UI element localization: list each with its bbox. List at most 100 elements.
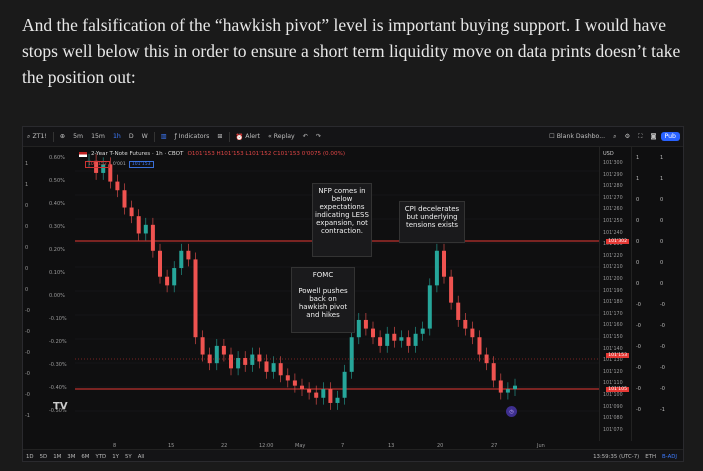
trade-pills: 101'152 0'001 101'153	[85, 161, 154, 168]
candle-body	[406, 337, 411, 346]
candle-body	[307, 389, 312, 393]
left-val-tick: 0	[25, 245, 29, 251]
alert-button[interactable]: ⏰ Alert	[232, 133, 264, 141]
symbol-title: 2-Year T-Note Futures · 1h · CBOT	[91, 151, 184, 157]
time-tick: 13	[388, 443, 395, 449]
right-b-tick: -0	[660, 386, 665, 392]
ohlc-values: O101'153 H101'153 L101'152 C101'153 0'00…	[187, 151, 346, 157]
layout-name: Blank Dashbo...	[556, 133, 606, 140]
candle-body	[257, 354, 262, 362]
range-all[interactable]: All	[137, 453, 145, 460]
right-a-tick: 0	[636, 281, 640, 287]
replay-icon: «	[267, 133, 272, 140]
sell-pill[interactable]: 101'152	[85, 161, 110, 168]
candle-body	[108, 164, 113, 182]
right-a-tick: -0	[636, 344, 641, 350]
snapshot-button[interactable]: ◙	[647, 133, 661, 140]
candle-body	[328, 389, 333, 403]
fullscreen-button[interactable]: ⛶	[634, 133, 646, 141]
chart-legend: 2-Year T-Note Futures · 1h · CBOT O101'1…	[79, 151, 345, 157]
price-chart[interactable]: 2-Year T-Note Futures · 1h · CBOT O101'1…	[75, 147, 599, 441]
candle-body	[193, 259, 198, 338]
candle-body	[236, 357, 241, 369]
right-a-tick: 0	[636, 260, 640, 266]
interval-1h[interactable]: 1h	[112, 133, 121, 140]
publish-button[interactable]: Pub	[660, 132, 680, 141]
add-symbol-button[interactable]: ⊕	[56, 133, 69, 140]
left-pct-tick: 0.50%	[49, 178, 65, 184]
candle-body	[172, 268, 177, 286]
timezone-clock-icon[interactable]: ◷	[506, 406, 517, 417]
time-tick: 12:00	[259, 443, 274, 449]
interval-d[interactable]: D	[128, 133, 134, 140]
range-1d[interactable]: 1D	[26, 453, 34, 460]
candle-body	[122, 190, 127, 208]
alert-label: Alert	[245, 133, 260, 140]
candle-body	[143, 224, 148, 234]
right-b-tick: -0	[660, 344, 665, 350]
candle-body	[321, 389, 326, 398]
session-toggle[interactable]: ETH	[645, 453, 657, 460]
buy-pill[interactable]: 101'153	[128, 161, 154, 168]
templates-button[interactable]: ⊞	[213, 133, 226, 140]
right-a-tick: 1	[636, 176, 640, 182]
tradingview-logo: TV	[53, 401, 68, 412]
layout-button[interactable]: ☐ Blank Dashbo...	[545, 133, 609, 140]
price-axis[interactable]: USD 101'300 101'290 101'280 101'270 101'260 1…	[599, 147, 631, 441]
candle-body	[243, 357, 248, 365]
right-a-tick: -0	[636, 302, 641, 308]
price-tick: 101'280	[603, 184, 623, 190]
candle-body	[214, 345, 219, 364]
replay-button[interactable]: «Replay	[264, 133, 299, 140]
indicators-button[interactable]: ƒ Indicators	[171, 133, 214, 140]
candle-body	[186, 250, 191, 260]
interval-5m[interactable]: 5m	[73, 133, 84, 140]
range-6m[interactable]: 6M	[81, 453, 90, 460]
undo-icon: ↶	[302, 133, 308, 140]
range-1y[interactable]: 1Y	[112, 453, 119, 460]
right-a-tick: 0	[636, 218, 640, 224]
quick-search-button[interactable]: ⌕	[609, 133, 620, 141]
price-tick: 101'140	[603, 346, 623, 352]
candle-body	[207, 354, 212, 364]
price-tick: 101'300	[603, 161, 623, 166]
left-pct-tick: -0.10%	[49, 316, 67, 322]
chart-type-button[interactable]: ▥	[157, 133, 171, 140]
left-pct-tick: 0.60%	[49, 155, 65, 161]
range-3m[interactable]: 3M	[67, 453, 76, 460]
cpi-annotation: CPI decelerates but underlying tensions …	[399, 201, 465, 243]
camera-icon: ◙	[650, 133, 657, 140]
candle-body	[434, 250, 439, 286]
range-ytd[interactable]: YTD	[95, 453, 107, 460]
symbol-label: ZT1!	[32, 133, 47, 140]
candle-body	[165, 276, 170, 286]
range-1m[interactable]: 1M	[53, 453, 62, 460]
right-a-tick: -0	[636, 365, 641, 371]
undo-button[interactable]: ↶	[299, 133, 312, 140]
right-b-tick: 1	[660, 176, 664, 182]
clock-readout[interactable]: 13:59:35 (UTC-7)	[593, 453, 640, 460]
candle-body	[221, 345, 226, 355]
spread-value: 0'001	[112, 162, 126, 167]
candle-body	[349, 337, 354, 372]
candle-body	[335, 397, 340, 403]
left-val-tick: 0	[25, 287, 29, 293]
range-5y[interactable]: 5Y	[124, 453, 132, 460]
symbol-search[interactable]: ⌕ ZT1!	[23, 133, 51, 141]
left-val-tick: -1	[25, 413, 30, 419]
redo-button[interactable]: ↷	[312, 133, 325, 140]
candle-body	[115, 181, 120, 191]
range-5d[interactable]: 5D	[39, 453, 48, 460]
candle-body	[229, 354, 233, 369]
price-tick: 101'160	[603, 323, 623, 329]
interval-15m[interactable]: 15m	[91, 133, 105, 140]
adjust-toggle[interactable]: B-ADJ	[662, 453, 677, 460]
price-tick: 101'100	[603, 393, 623, 398]
interval-w[interactable]: W	[141, 133, 148, 140]
time-axis[interactable]: 8 15 22 12:00 May 7 13 20 27 Jun	[23, 441, 683, 451]
bottom-right: 13:59:35 (UTC-7) ETH B-ADJ	[593, 454, 683, 460]
candle-body	[456, 302, 461, 320]
candle-body	[136, 216, 141, 234]
settings-button[interactable]: ⚙	[621, 133, 635, 140]
right-a-tick: -0	[636, 407, 641, 413]
